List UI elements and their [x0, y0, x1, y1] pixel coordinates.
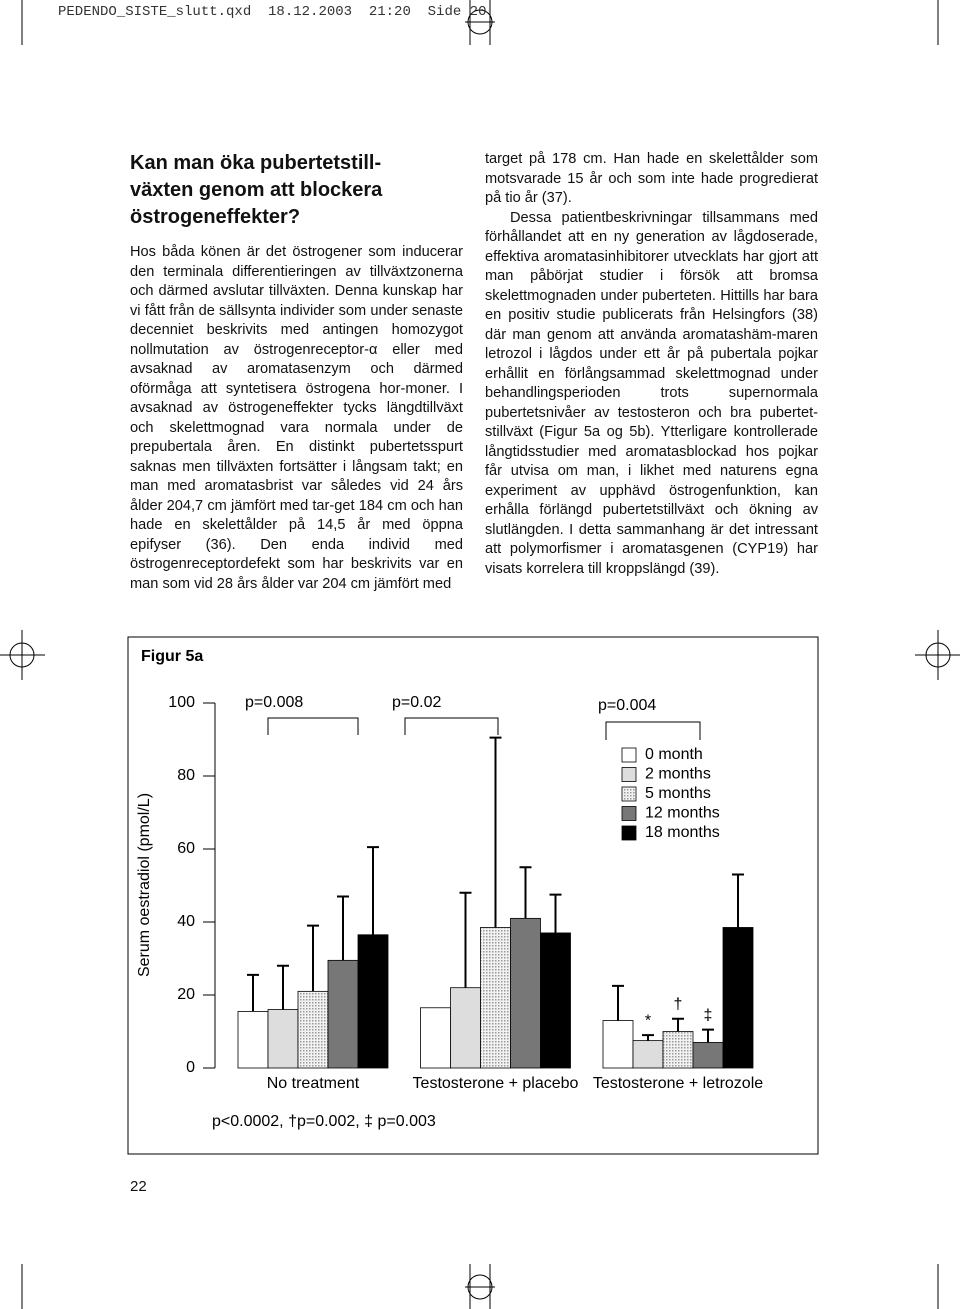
bar [420, 1007, 451, 1069]
paragraph: target på 178 cm. Han hade en skelettåld… [485, 151, 818, 206]
legend-swatch [621, 767, 637, 782]
legend-label: 12 months [645, 805, 720, 822]
p-value: p=0.02 [392, 694, 441, 711]
p-value: p=0.004 [598, 697, 656, 714]
header: PEDENDO_SISTE_slutt.qxd 18.12.2003 21:20… [58, 4, 487, 20]
heading-line: Kan man öka pubertetstill- [130, 152, 382, 174]
y-tick-label: 80 [177, 767, 195, 784]
left-column: Hos båda könen är det östrogener som ind… [130, 243, 463, 594]
heading: Kan man öka pubertetstill-växten genom a… [130, 150, 382, 231]
error-bar [519, 866, 532, 919]
error-bar [337, 895, 349, 961]
x-tick-label: No treatment [267, 1075, 360, 1092]
bar [450, 987, 481, 1069]
error-bar [307, 924, 319, 992]
significance-marker: ‡ [704, 1007, 713, 1024]
error-bar [612, 984, 624, 1021]
bar [237, 1011, 269, 1069]
significance-marker: † [674, 996, 683, 1013]
x-tick-label: Testosterone + placebo [413, 1075, 579, 1092]
page-number: 22 [130, 1178, 147, 1195]
error-bar [732, 873, 744, 928]
y-tick-label: 0 [186, 1059, 195, 1076]
bar [692, 1042, 724, 1069]
footnote: p<0.0002, †p=0.002, ‡ p=0.003 [212, 1113, 436, 1130]
x-tick-label: Testosterone + letrozole [593, 1075, 763, 1092]
paragraph: Dessa patientbeskrivningar tillsammans m… [485, 209, 818, 577]
y-tick-label: 60 [177, 840, 195, 857]
right-column: target på 178 cm. Han hade en skelettåld… [485, 150, 818, 579]
error-bar [459, 891, 472, 988]
error-bar [549, 893, 562, 933]
bar [480, 927, 511, 1069]
bar [267, 1009, 299, 1069]
heading-line: östrogeneffekter? [130, 206, 301, 228]
legend-label: 5 months [645, 785, 711, 802]
paragraph: Hos båda könen är det östrogener som ind… [130, 244, 463, 592]
error-bar [247, 973, 259, 1012]
significance-brackets [267, 717, 701, 740]
error-bar [489, 736, 502, 928]
legend-swatch [621, 806, 637, 821]
legend-label: 18 months [645, 824, 720, 841]
bar [540, 932, 571, 1069]
error-bar [702, 1028, 714, 1043]
bar [632, 1040, 664, 1069]
bar [327, 959, 359, 1069]
error-bar [367, 846, 379, 935]
error-bar [672, 1017, 684, 1032]
figure-title: Figur 5a [141, 648, 203, 665]
legend-swatch [621, 747, 637, 763]
error-bar [277, 964, 289, 1010]
legend-label: 0 month [645, 746, 703, 763]
significance-marker: * [645, 1012, 651, 1029]
p-value: p=0.008 [245, 694, 303, 711]
y-tick-label: 40 [177, 913, 195, 930]
y-tick-label: 20 [177, 986, 195, 1003]
bar [722, 927, 754, 1069]
bar [357, 934, 389, 1069]
y-axis-label: Serum oestradiol (pmol/L) [136, 793, 153, 977]
bar [297, 990, 329, 1069]
bar [662, 1031, 694, 1069]
legend-label: 2 months [645, 766, 711, 783]
bar [510, 917, 541, 1069]
bar [602, 1020, 634, 1069]
error-bar [642, 1034, 654, 1041]
legend-swatch [621, 825, 637, 841]
legend-swatch [621, 786, 637, 802]
heading-line: växten genom att blockera [130, 179, 383, 201]
y-tick-label: 100 [168, 694, 195, 711]
figure-frame [127, 636, 819, 1155]
